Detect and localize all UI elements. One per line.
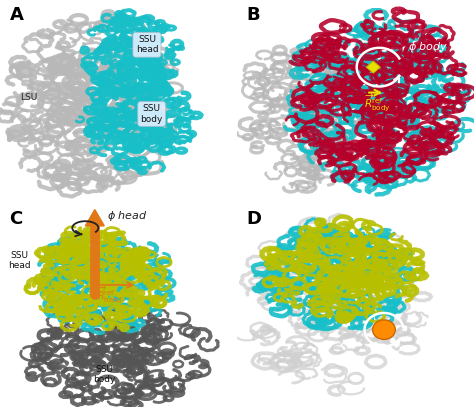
- Text: SSU
head: SSU head: [136, 35, 158, 55]
- Text: SSU
head: SSU head: [8, 251, 30, 270]
- Text: LSU: LSU: [20, 93, 37, 102]
- Text: B: B: [246, 6, 260, 24]
- Text: $\phi$ body: $\phi$ body: [408, 40, 448, 54]
- Text: $\overrightarrow{R}$$^{\rm ref}_{\rm head}$: $\overrightarrow{R}$$^{\rm ref}_{\rm hea…: [97, 285, 122, 305]
- Text: $\phi$ head: $\phi$ head: [107, 209, 147, 223]
- Circle shape: [373, 320, 395, 339]
- Text: SSU
body: SSU body: [93, 365, 116, 384]
- Text: C: C: [9, 210, 23, 228]
- Polygon shape: [85, 210, 104, 226]
- Text: D: D: [246, 210, 262, 228]
- Text: $\overrightarrow{R}$$^{\rm ref}_{\rm body}$: $\overrightarrow{R}$$^{\rm ref}_{\rm bod…: [364, 93, 391, 114]
- Text: SSU
body: SSU body: [140, 104, 163, 124]
- Polygon shape: [366, 61, 380, 73]
- Text: A: A: [9, 6, 23, 24]
